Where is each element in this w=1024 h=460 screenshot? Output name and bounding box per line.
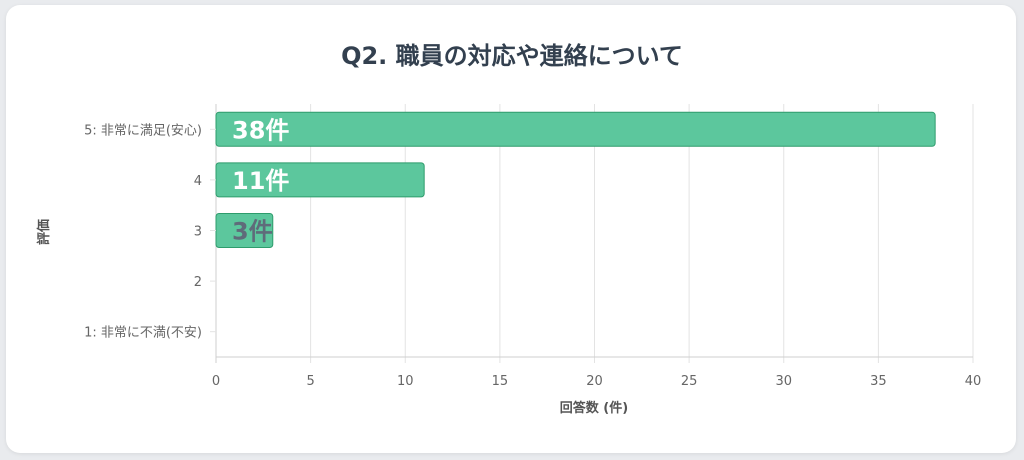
chart-title: Q2. 職員の対応や連絡について xyxy=(341,42,683,70)
bars: 38件 11件 3件 xyxy=(215,111,936,248)
data-label: 38件 xyxy=(232,116,289,144)
axes: 0 5 10 15 20 25 30 35 40 5: 非常に満足(安心) 4 3 2 1: 非常に不満(… xyxy=(84,123,981,389)
x-tick-label: 0 xyxy=(212,374,220,389)
y-axis-title: 評価 xyxy=(36,219,52,245)
x-tick-label: 30 xyxy=(775,374,792,389)
x-axis-title: 回答数 (件) xyxy=(560,400,628,416)
x-tick-label: 10 xyxy=(397,374,414,389)
y-tick-label: 4 xyxy=(194,174,202,189)
y-tick-label: 1: 非常に不満(不安) xyxy=(84,326,202,341)
y-tick-label: 5: 非常に満足(安心) xyxy=(84,123,202,138)
y-tick-label: 2 xyxy=(194,275,202,290)
x-tick-label: 40 xyxy=(965,374,982,389)
data-label: 11件 xyxy=(232,167,289,195)
data-label: 3件 xyxy=(232,218,273,246)
y-tick-label: 3 xyxy=(194,225,202,240)
x-tick-label: 20 xyxy=(586,374,603,389)
chart-card xyxy=(6,5,1016,453)
x-tick-label: 5 xyxy=(306,374,314,389)
x-tick-label: 15 xyxy=(492,374,509,389)
grid-lines xyxy=(215,104,974,363)
x-tick-label: 35 xyxy=(870,374,887,389)
bar xyxy=(215,111,936,147)
x-tick-label: 25 xyxy=(681,374,698,389)
